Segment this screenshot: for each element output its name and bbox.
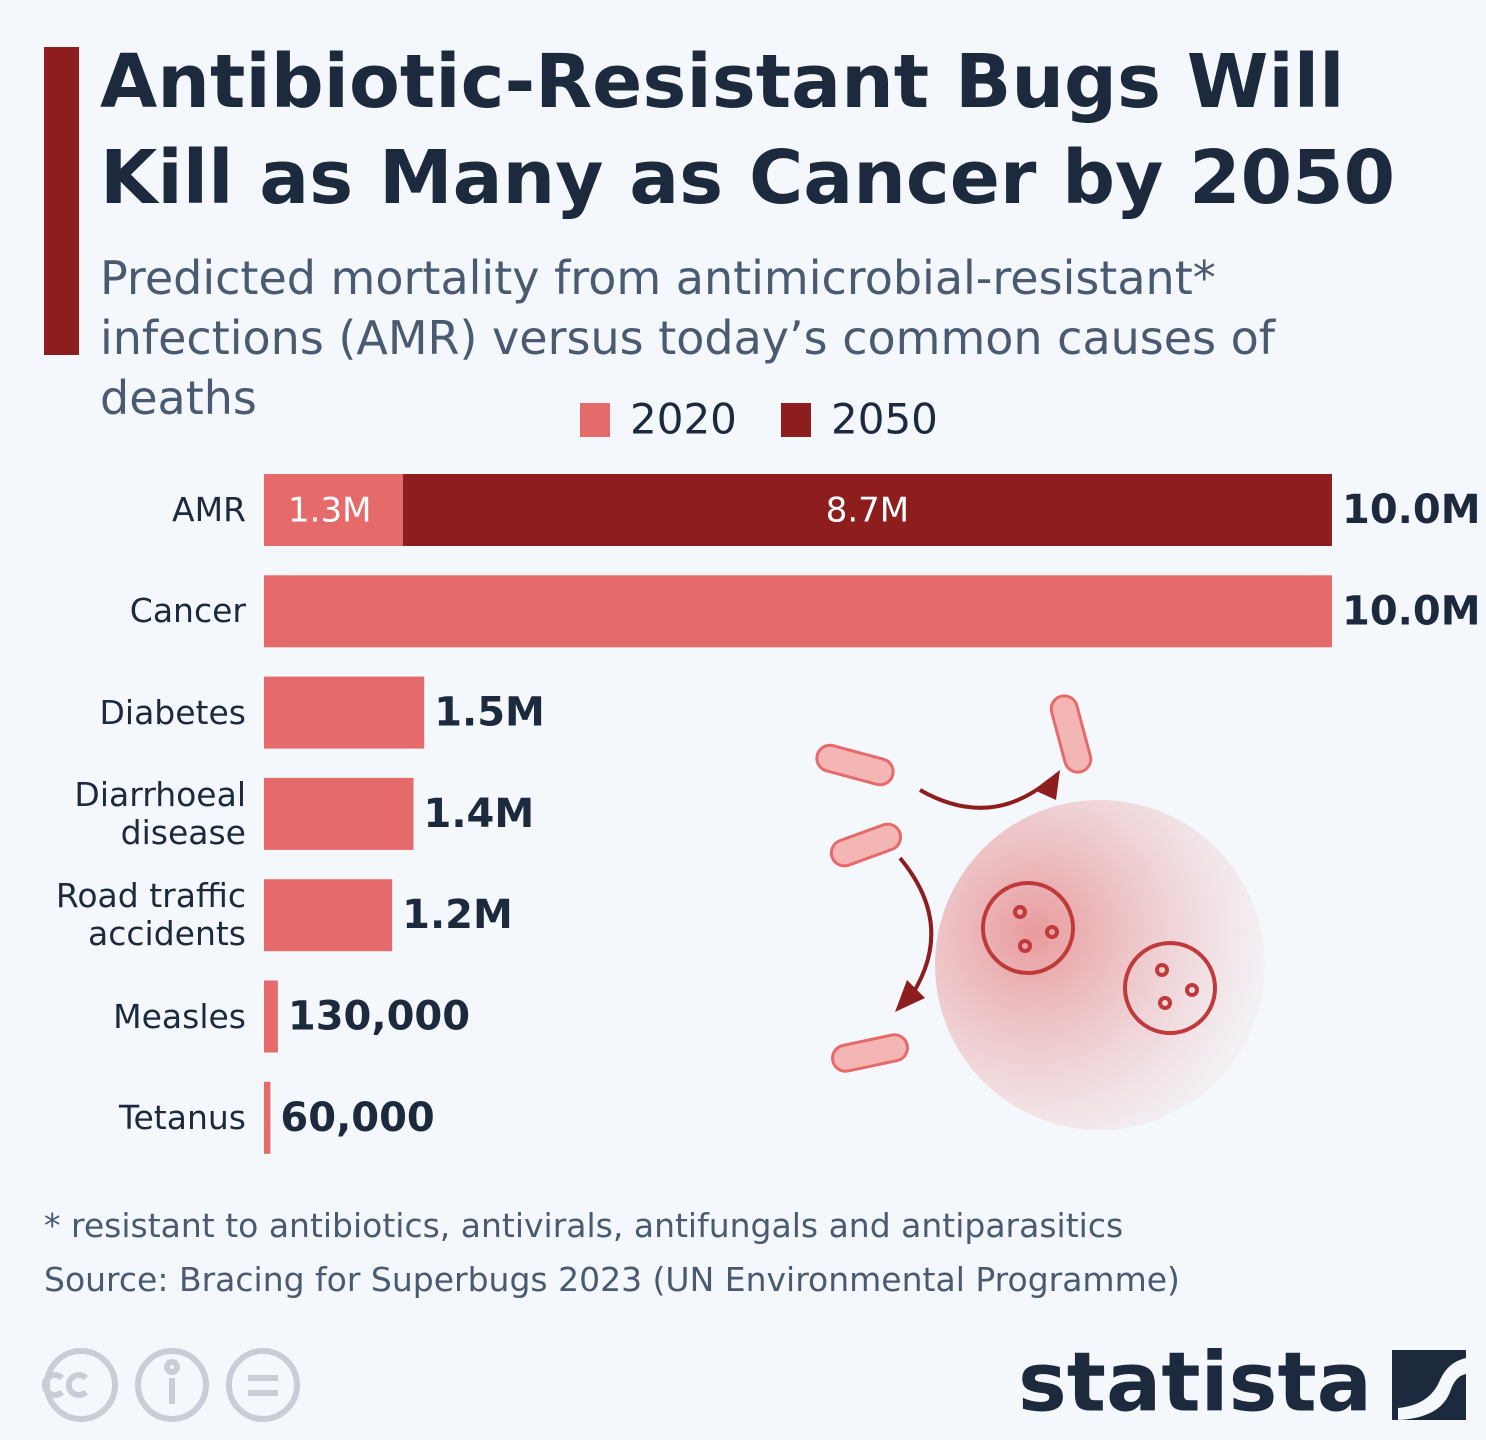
- bar-segment: [264, 980, 278, 1053]
- category-label: Road traffic accidents: [55, 876, 246, 954]
- chart-subtitle: Predicted mortality from antimicrobial-r…: [100, 251, 1275, 425]
- statista-logo-mark: [1392, 1350, 1466, 1420]
- category-label: Diabetes: [99, 692, 247, 732]
- bar-segment: [264, 879, 393, 952]
- bar-segment: [264, 575, 1332, 648]
- total-label: 60,000: [280, 1095, 434, 1141]
- total-label: 1.5M: [434, 690, 545, 736]
- legend-swatch: [580, 403, 610, 437]
- bar-segment: [264, 676, 425, 749]
- source: Source: Bracing for Superbugs 2023 (UN E…: [44, 1260, 1180, 1299]
- total-label: 10.0M: [1342, 487, 1481, 533]
- category-label: Measles: [113, 996, 246, 1036]
- total-label: 1.2M: [402, 892, 513, 938]
- category-label: Cancer: [129, 591, 246, 631]
- illustration: [815, 694, 1265, 1130]
- category-label: AMR: [172, 490, 246, 529]
- bar-segment: [264, 777, 414, 850]
- total-label: 10.0M: [1342, 588, 1481, 634]
- footnote: * resistant to antibiotics, antivirals, …: [44, 1206, 1124, 1245]
- segment-label: 1.3M: [288, 491, 371, 531]
- bar-segment: [264, 474, 403, 546]
- legend-label: 2050: [831, 395, 938, 444]
- accent-bar: [44, 47, 79, 355]
- legend-swatch: [781, 403, 811, 437]
- bar-segment: [264, 1081, 271, 1154]
- total-label: 130,000: [288, 994, 470, 1040]
- category-label: Diarrhoeal disease: [74, 774, 246, 852]
- bar-segment: [402, 474, 1333, 546]
- cc-icons: [41, 1348, 300, 1422]
- category-label: Tetanus: [118, 1097, 246, 1137]
- brand: statista: [1018, 1335, 1372, 1430]
- total-label: 1.4M: [424, 791, 535, 837]
- chart-title: Antibiotic-Resistant Bugs Will Kill as M…: [100, 39, 1396, 221]
- legend-label: 2020: [630, 395, 737, 444]
- segment-label: 8.7M: [826, 491, 909, 531]
